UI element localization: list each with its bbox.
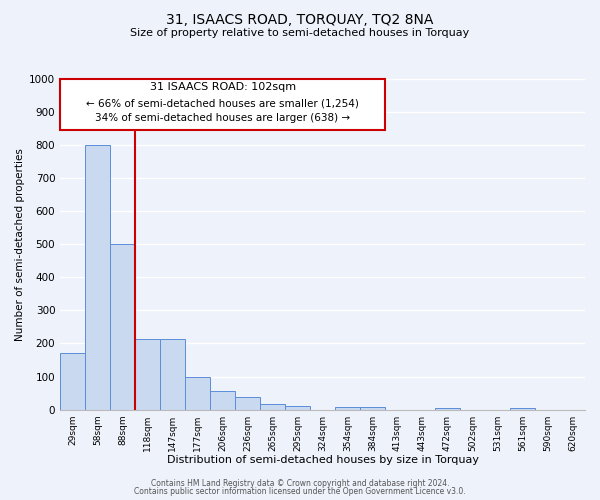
Text: Contains HM Land Registry data © Crown copyright and database right 2024.: Contains HM Land Registry data © Crown c… — [151, 478, 449, 488]
Text: 34% of semi-detached houses are larger (638) →: 34% of semi-detached houses are larger (… — [95, 113, 350, 123]
Text: 31, ISAACS ROAD, TORQUAY, TQ2 8NA: 31, ISAACS ROAD, TORQUAY, TQ2 8NA — [166, 12, 434, 26]
Bar — [435, 408, 460, 410]
Bar — [510, 408, 535, 410]
Text: ← 66% of semi-detached houses are smaller (1,254): ← 66% of semi-detached houses are smalle… — [86, 98, 359, 108]
Bar — [110, 244, 135, 410]
Bar — [285, 406, 310, 410]
Bar — [185, 376, 210, 410]
Bar — [360, 407, 385, 410]
Bar — [135, 338, 160, 409]
Y-axis label: Number of semi-detached properties: Number of semi-detached properties — [15, 148, 25, 340]
X-axis label: Distribution of semi-detached houses by size in Torquay: Distribution of semi-detached houses by … — [167, 455, 479, 465]
Bar — [210, 392, 235, 409]
Text: 31 ISAACS ROAD: 102sqm: 31 ISAACS ROAD: 102sqm — [149, 82, 296, 92]
Bar — [160, 338, 185, 409]
Text: Size of property relative to semi-detached houses in Torquay: Size of property relative to semi-detach… — [130, 28, 470, 38]
Bar — [85, 145, 110, 409]
Text: Contains public sector information licensed under the Open Government Licence v3: Contains public sector information licen… — [134, 487, 466, 496]
Bar — [260, 404, 285, 409]
Bar — [235, 398, 260, 409]
Bar — [60, 354, 85, 410]
Bar — [335, 407, 360, 410]
